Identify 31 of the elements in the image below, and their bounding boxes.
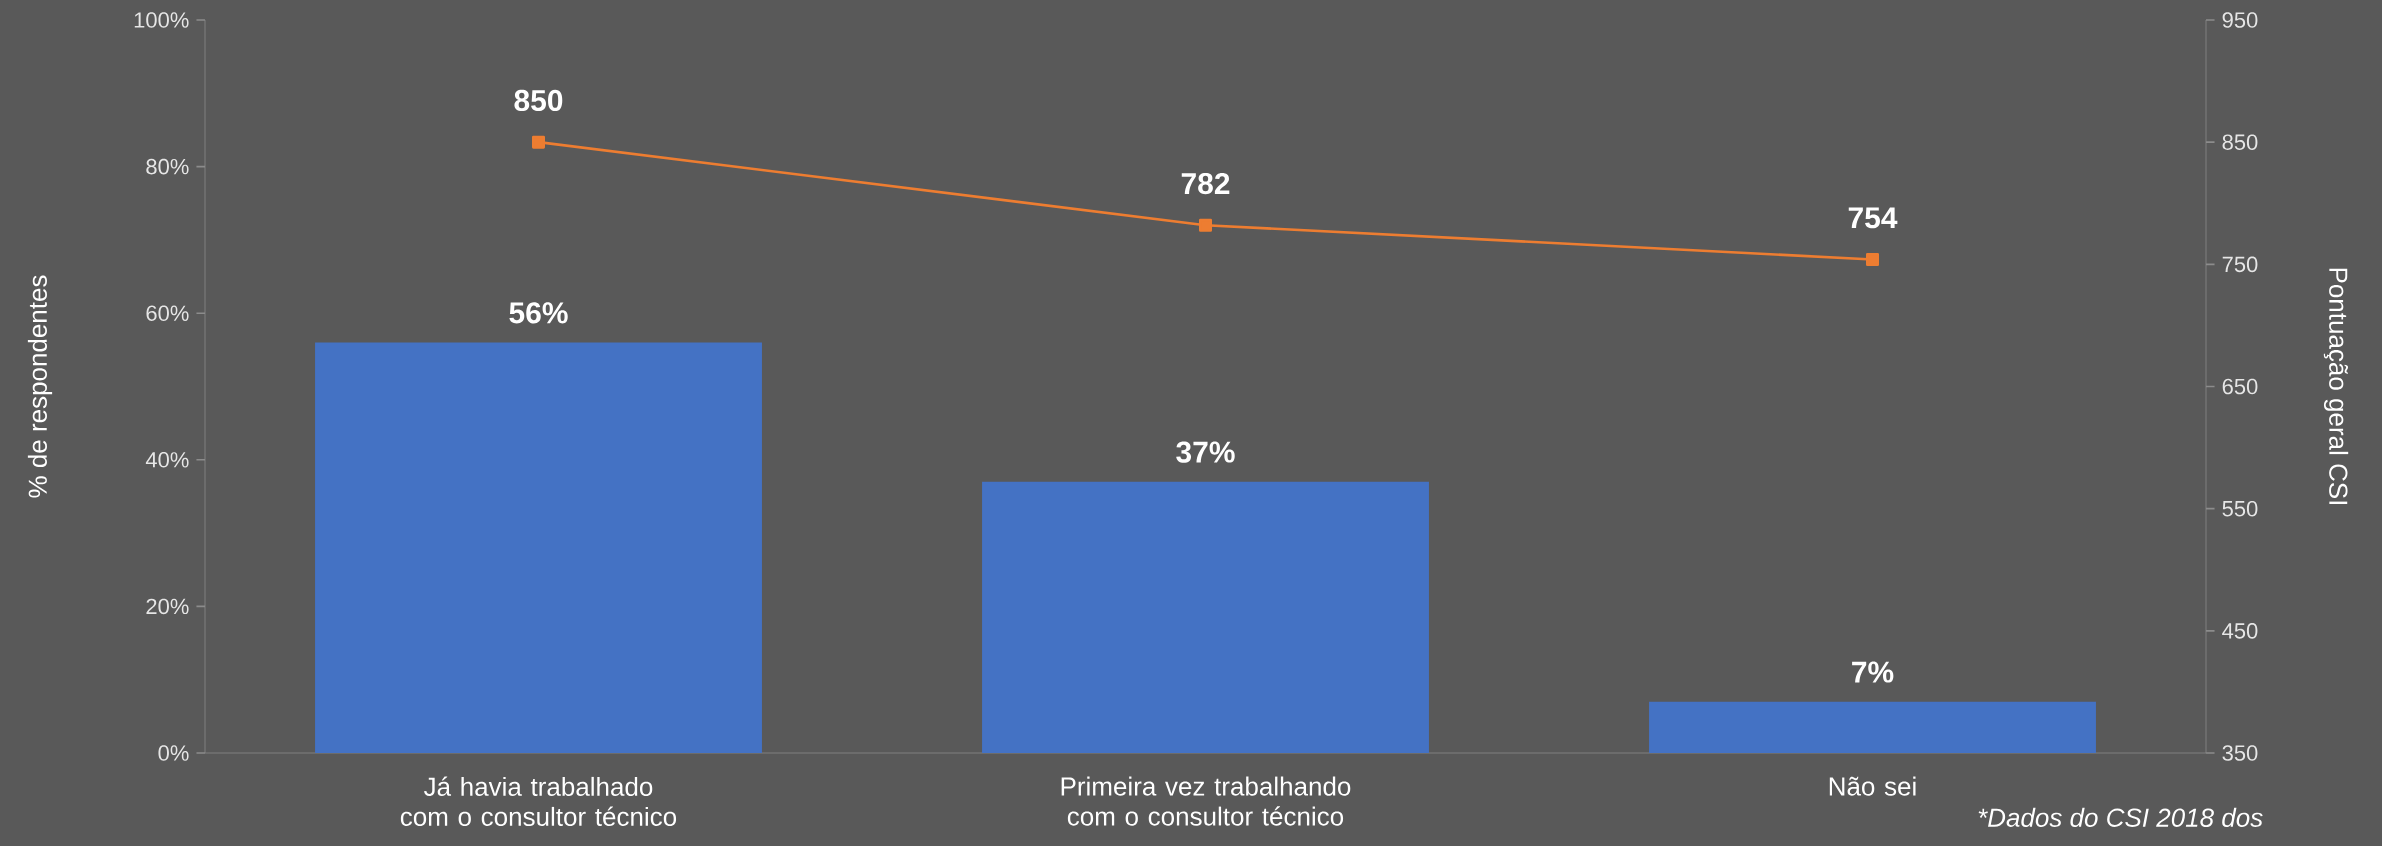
y2-tick-label: 350 bbox=[2222, 745, 2258, 761]
x-tick-label: Já havia trabalhado com o consultor técnico bbox=[400, 776, 677, 826]
y2-tick-label: 750 bbox=[2222, 256, 2258, 273]
y2-tick-label: 450 bbox=[2222, 623, 2258, 639]
point bbox=[1199, 218, 1213, 232]
y-tick-label: 60% bbox=[146, 305, 189, 321]
y-tick-label: 80% bbox=[146, 158, 189, 175]
y-tick-label: 40% bbox=[145, 452, 189, 468]
x-tick-label: Primeira vez trabalhando com o consultor técnico bbox=[1061, 776, 1351, 826]
point bbox=[1866, 252, 1880, 266]
y-tick-label: 20% bbox=[146, 598, 189, 615]
data-label: 782 bbox=[1181, 172, 1230, 195]
bar bbox=[315, 342, 762, 753]
data-label: 37% bbox=[1176, 441, 1235, 463]
data-label: 56% bbox=[509, 302, 568, 324]
y2-tick-label: 550 bbox=[2222, 500, 2258, 517]
bar bbox=[982, 481, 1429, 753]
y2-tick-label: 950 bbox=[2222, 12, 2258, 28]
y-axis-title: % de respondentes bbox=[27, 275, 53, 498]
data-label: 754 bbox=[1848, 207, 1898, 229]
text: *Dados do CSI 2018 dos bbox=[1978, 807, 2263, 827]
y2-tick-label: 850 bbox=[2222, 134, 2258, 150]
y2-tick-label: 650 bbox=[2222, 378, 2258, 395]
bar bbox=[1649, 701, 2096, 753]
point bbox=[532, 135, 545, 149]
data-label: 7% bbox=[1852, 661, 1894, 683]
y-tick-label: 100% bbox=[134, 12, 189, 28]
y-tick-label: 0% bbox=[158, 745, 189, 761]
x-tick-label: Não sei bbox=[1829, 776, 1916, 796]
y2-axis-title: Pontuação geral CSI bbox=[2323, 268, 2349, 505]
data-label: 850 bbox=[514, 89, 563, 112]
